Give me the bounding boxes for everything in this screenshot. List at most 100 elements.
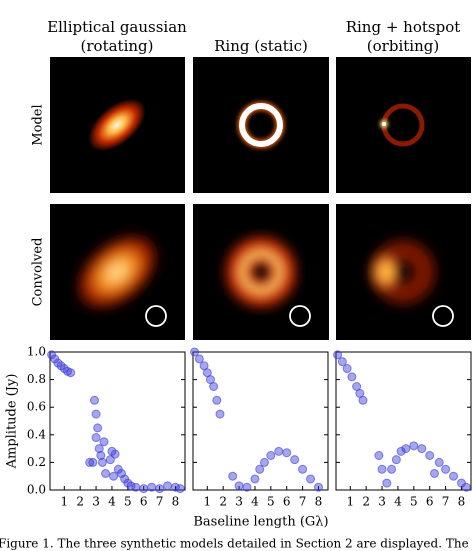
x-tick-label: 3 [92, 495, 100, 509]
data-point [266, 451, 276, 460]
data-point [212, 395, 222, 405]
data-point [94, 444, 104, 454]
x-tick-label: 1 [203, 495, 211, 509]
data-point [110, 449, 120, 459]
data-point [429, 468, 439, 478]
data-point [242, 482, 252, 492]
data-point [91, 409, 101, 419]
data-point [417, 444, 427, 454]
data-point [434, 457, 444, 467]
data-point [358, 395, 368, 405]
data-point [387, 464, 397, 474]
convolved-ring [237, 248, 285, 296]
x-tick-label: 1 [346, 495, 354, 509]
data-point [374, 451, 384, 460]
x-tick-label: 3 [235, 495, 243, 509]
data-point [93, 423, 103, 433]
x-tick-label: 8 [315, 495, 323, 509]
x-tick-label: 6 [140, 495, 148, 509]
row-label: Convolved [31, 238, 46, 307]
y-tick-label: 1.0 [27, 345, 46, 359]
elliptical-gaussian [88, 98, 146, 152]
data-point [441, 464, 451, 474]
hotspot [382, 122, 386, 126]
x-tick-label: 7 [156, 495, 164, 509]
data-point [175, 484, 185, 494]
y-tick-label: 0.4 [27, 427, 46, 441]
x-tick-label: 5 [410, 495, 418, 509]
x-tick-label: 2 [362, 495, 370, 509]
data-point [377, 464, 387, 474]
data-point [99, 437, 109, 447]
data-point [194, 354, 204, 364]
image-panel [336, 204, 471, 340]
data-point [89, 395, 99, 405]
column-title: Ring + hotspot [346, 18, 461, 36]
x-tick-label: 4 [108, 495, 116, 509]
data-point [333, 350, 343, 360]
x-tick-label: 2 [76, 495, 84, 509]
data-point [396, 446, 406, 456]
data-point [147, 482, 157, 492]
data-point [155, 484, 165, 494]
data-point [282, 448, 292, 458]
data-point [66, 368, 76, 378]
data-point [306, 474, 316, 484]
plot-frame [49, 351, 186, 491]
x-tick-label: 8 [458, 495, 466, 509]
data-point [96, 451, 106, 460]
data-point [190, 347, 200, 357]
data-point [163, 481, 173, 491]
data-point [259, 457, 269, 467]
x-tick-label: 4 [251, 495, 259, 509]
data-point [298, 464, 308, 474]
image-panel [193, 57, 329, 193]
data-point [347, 372, 357, 382]
data-point [88, 457, 98, 467]
column-title: Elliptical gaussian [47, 18, 187, 36]
data-point [342, 364, 352, 374]
caption: Figure 1. The three synthetic models det… [0, 537, 469, 551]
y-tick-label: 0.6 [27, 400, 46, 414]
data-point [91, 433, 101, 443]
beam [145, 305, 167, 327]
image-panel [336, 57, 471, 193]
data-point [449, 471, 459, 481]
data-point [425, 451, 435, 460]
data-point [313, 482, 323, 492]
data-point [228, 471, 238, 481]
x-axis-label: Baseline length (Gλ) [193, 515, 328, 530]
data-point [409, 441, 419, 451]
column-title: (rotating) [81, 37, 154, 55]
data-point [131, 482, 141, 492]
convolved-gaussian [75, 233, 159, 311]
data-point [85, 457, 95, 467]
plot-frame [335, 351, 472, 491]
y-tick-label: 0.8 [27, 372, 46, 386]
data-point [274, 446, 284, 456]
column-title: Ring (static) [214, 37, 308, 55]
data-point [391, 455, 401, 465]
beam [289, 305, 311, 327]
ring [239, 103, 283, 147]
data-point [215, 409, 225, 419]
data-point [461, 482, 471, 492]
data-point [139, 484, 149, 494]
data-point [109, 471, 119, 481]
data-point [255, 464, 265, 474]
x-tick-label: 5 [267, 495, 275, 509]
data-point [401, 444, 411, 454]
data-point [101, 468, 111, 478]
column-title: (orbiting) [367, 37, 439, 55]
x-tick-label: 5 [124, 495, 132, 509]
y-tick-label: 0.2 [27, 455, 46, 469]
image-panel [193, 204, 329, 340]
data-point [382, 478, 392, 488]
data-point [234, 481, 244, 491]
x-tick-label: 2 [219, 495, 227, 509]
x-tick-label: 6 [283, 495, 291, 509]
x-tick-label: 3 [378, 495, 386, 509]
x-tick-label: 8 [172, 495, 180, 509]
data-point [290, 455, 300, 465]
